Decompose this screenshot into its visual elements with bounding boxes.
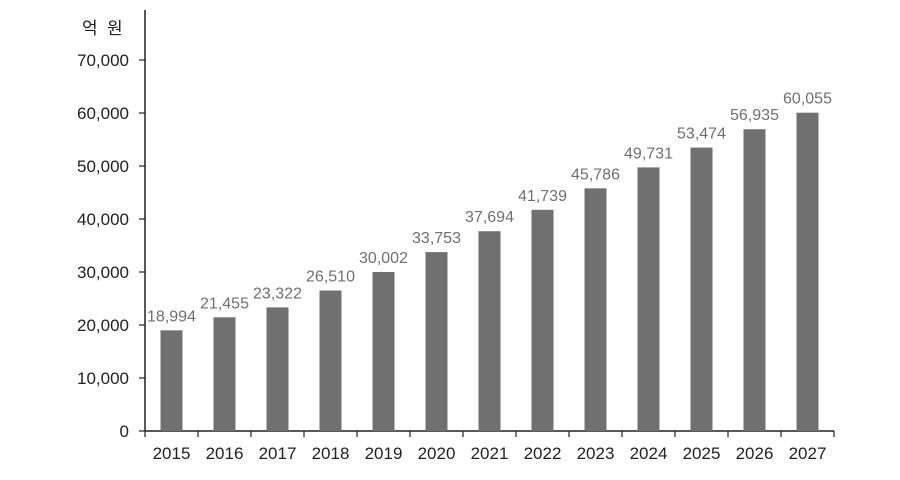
data-label: 45,786 bbox=[571, 166, 620, 183]
y-tick-label: 70,000 bbox=[77, 51, 129, 70]
bar bbox=[690, 147, 713, 431]
x-tick-label: 2023 bbox=[577, 444, 615, 463]
data-label: 53,474 bbox=[677, 126, 726, 143]
data-label: 60,055 bbox=[783, 91, 832, 108]
x-tick-label: 2022 bbox=[524, 444, 562, 463]
data-label: 33,753 bbox=[412, 230, 461, 247]
data-label: 30,002 bbox=[359, 250, 408, 267]
bar bbox=[319, 290, 342, 431]
y-tick-label: 40,000 bbox=[77, 210, 129, 229]
data-label: 21,455 bbox=[200, 295, 249, 312]
x-tick-label: 2018 bbox=[312, 444, 350, 463]
x-tick-label: 2021 bbox=[471, 444, 509, 463]
x-tick-label: 2027 bbox=[789, 444, 827, 463]
y-tick-label: 60,000 bbox=[77, 104, 129, 123]
x-tick-label: 2015 bbox=[153, 444, 191, 463]
y-tick-label: 10,000 bbox=[77, 369, 129, 388]
y-tick-label: 50,000 bbox=[77, 157, 129, 176]
data-label: 56,935 bbox=[730, 107, 779, 124]
bar bbox=[425, 252, 448, 431]
bar bbox=[160, 330, 183, 431]
x-tick-label: 2020 bbox=[418, 444, 456, 463]
data-label: 26,510 bbox=[306, 268, 355, 285]
data-label: 23,322 bbox=[253, 285, 302, 302]
bar bbox=[266, 307, 289, 431]
x-tick-label: 2026 bbox=[736, 444, 774, 463]
data-label: 37,694 bbox=[465, 209, 514, 226]
data-label: 41,739 bbox=[518, 188, 567, 205]
y-axis-unit-label: 억 원 bbox=[82, 19, 125, 39]
bar bbox=[796, 112, 819, 432]
bar bbox=[637, 167, 660, 431]
y-tick-label: 20,000 bbox=[77, 316, 129, 335]
bar bbox=[743, 129, 766, 431]
x-tick-label: 2025 bbox=[683, 444, 721, 463]
x-tick-label: 2017 bbox=[259, 444, 297, 463]
bar bbox=[372, 271, 395, 431]
x-tick-label: 2024 bbox=[630, 444, 668, 463]
y-tick-label: 0 bbox=[120, 422, 129, 441]
bar bbox=[584, 188, 607, 431]
bar bbox=[478, 231, 501, 431]
data-label: 49,731 bbox=[624, 145, 673, 162]
data-label: 18,994 bbox=[147, 308, 196, 325]
y-tick-label: 30,000 bbox=[77, 263, 129, 282]
x-tick-label: 2019 bbox=[365, 444, 403, 463]
x-tick-label: 2016 bbox=[206, 444, 244, 463]
bar bbox=[531, 209, 554, 431]
bar bbox=[213, 317, 236, 431]
